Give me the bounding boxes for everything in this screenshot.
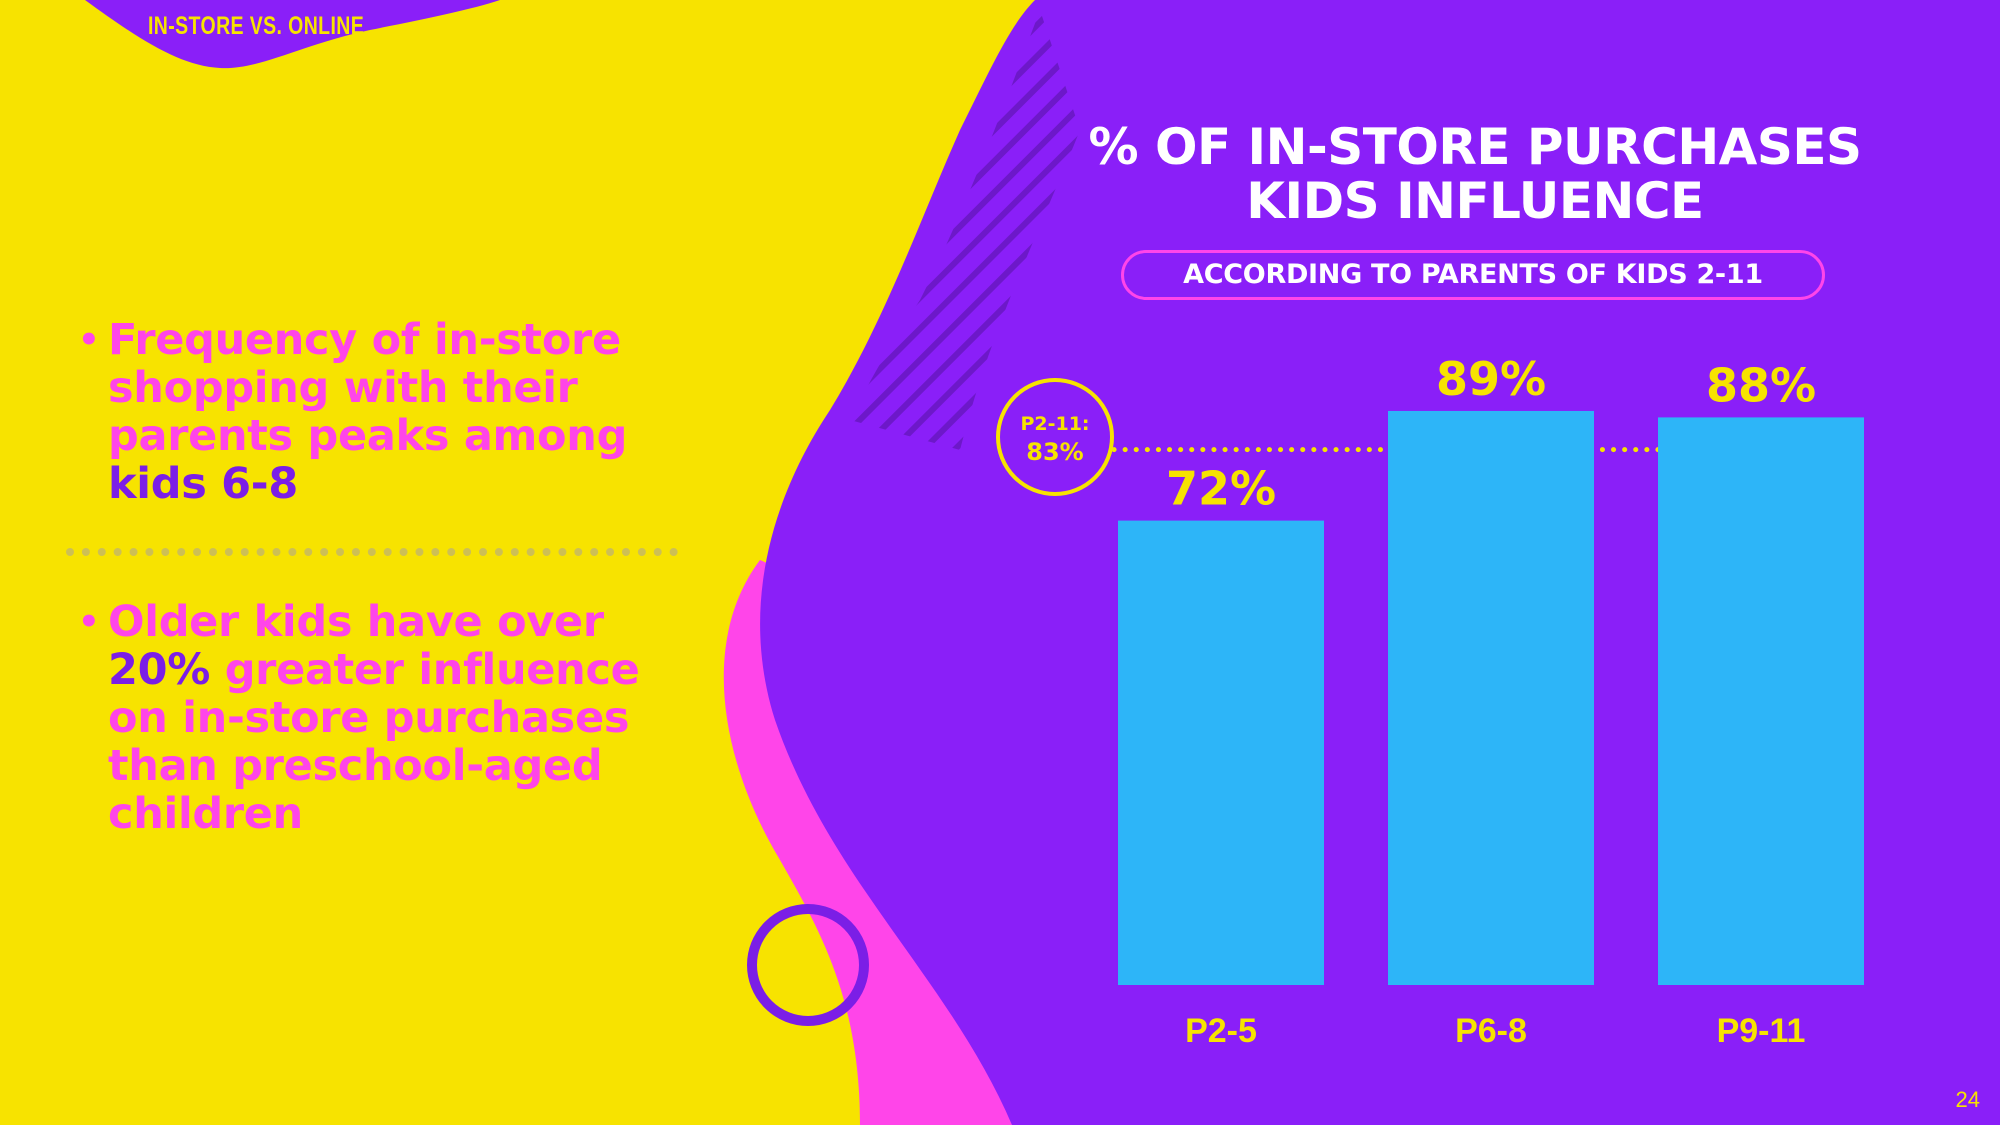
bar-p6-8: [1388, 410, 1594, 985]
striped-accent-shape: [850, 10, 1080, 450]
bullet-item: • Older kids have over 20% greater influ…: [76, 598, 676, 838]
bar-chart: 72% P2-5 89% P6-8 88% P9-11: [1111, 352, 1867, 1050]
data-label: 72%: [1166, 462, 1276, 516]
bullet-highlight: kids 6-8: [108, 459, 298, 509]
bullet-text: Older kids have over: [108, 597, 604, 647]
average-badge: P2-11: 83%: [996, 378, 1114, 496]
decorative-ring: [747, 904, 869, 1026]
bullet-dot-icon: •: [78, 602, 100, 642]
data-label: 89%: [1436, 352, 1546, 406]
section-tag: IN-STORE VS. ONLINE: [148, 12, 365, 40]
bullet-text: greater influence on in-store purchases …: [108, 645, 640, 839]
dotted-divider: [66, 548, 678, 556]
bar-p9-11: [1658, 417, 1864, 985]
chart-subtitle: ACCORDING TO PARENTS OF KIDS 2-11: [1121, 250, 1825, 300]
bullet-text: Frequency of in-store shopping with thei…: [108, 315, 628, 461]
data-label: 88%: [1706, 358, 1816, 412]
page-number: 24: [1955, 1087, 1980, 1112]
average-badge-value: 83%: [1026, 438, 1084, 466]
bar-p2-5: [1118, 520, 1324, 985]
category-label: P9-11: [1717, 1012, 1806, 1050]
bullet-highlight: 20%: [108, 645, 211, 695]
section-tab-shape: [85, 0, 500, 69]
bullet-list: • Frequency of in-store shopping with th…: [66, 316, 678, 838]
average-badge-label: P2-11:: [1020, 413, 1090, 435]
category-label: P6-8: [1455, 1012, 1527, 1050]
bullet-item: • Frequency of in-store shopping with th…: [76, 316, 676, 508]
chart-title: % OF IN-STORE PURCHASES KIDS INFLUENCE: [1088, 118, 1862, 230]
category-label: P2-5: [1185, 1012, 1257, 1050]
bullet-dot-icon: •: [78, 320, 100, 360]
